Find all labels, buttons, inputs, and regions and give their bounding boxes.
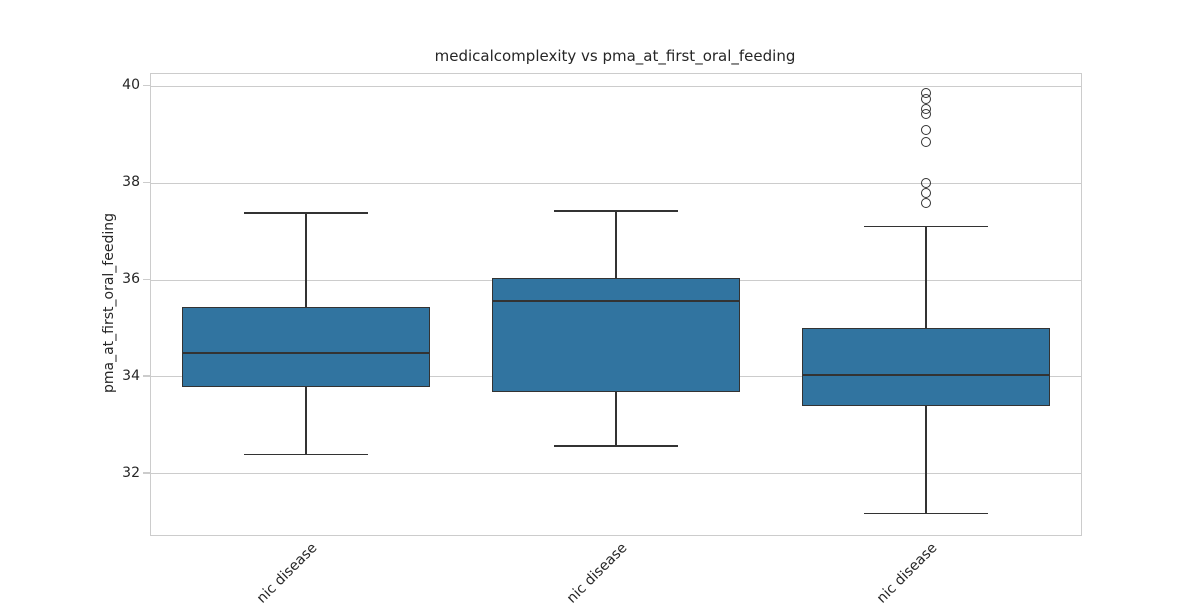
outlier-point: [921, 93, 931, 104]
whisker-cap: [554, 445, 678, 447]
median-line: [492, 299, 740, 302]
x-tick-label: nic disease: [253, 540, 321, 607]
median-line: [802, 373, 1050, 376]
y-tick-label: 36: [122, 271, 140, 288]
whisker-cap: [244, 212, 368, 214]
outlier-point: [921, 109, 931, 120]
median-line: [182, 351, 430, 354]
outlier-point: [921, 124, 931, 135]
y-tick-label: 34: [122, 367, 140, 384]
y-tick-label: 40: [122, 77, 140, 94]
box: [492, 277, 740, 392]
outlier-point: [921, 178, 931, 189]
y-tick-mark: [143, 278, 150, 280]
y-tick-mark: [143, 472, 150, 474]
chart-title: medicalcomplexity vs pma_at_first_oral_f…: [434, 47, 796, 65]
y-axis-label: pma_at_first_oral_feeding: [101, 212, 117, 394]
outlier-point: [921, 198, 931, 209]
x-tick-label: nic disease: [563, 540, 631, 607]
outlier-point: [921, 137, 931, 148]
y-gridline: [151, 182, 1081, 184]
whisker-cap: [244, 453, 368, 456]
x-tick-label: nic disease: [873, 540, 941, 607]
plot-area: [150, 73, 1082, 536]
whisker-cap: [864, 512, 988, 515]
y-tick-mark: [143, 375, 150, 377]
y-gridline: [151, 85, 1081, 87]
y-tick-mark: [143, 84, 150, 86]
whisker-cap: [554, 210, 678, 212]
y-tick-mark: [143, 181, 150, 183]
whisker-cap: [864, 225, 988, 228]
outlier-point: [921, 188, 931, 199]
box: [802, 328, 1050, 407]
y-tick-label: 32: [122, 464, 140, 481]
y-tick-label: 38: [122, 174, 140, 191]
y-gridline: [151, 473, 1081, 475]
box: [182, 306, 430, 387]
